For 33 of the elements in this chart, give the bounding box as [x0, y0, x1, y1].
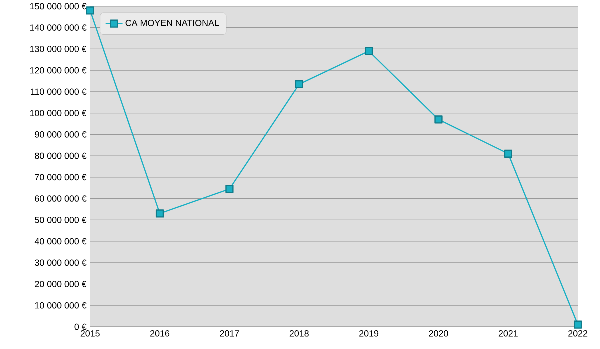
- x-tick-label: 2016: [150, 330, 170, 337]
- y-tick-label: 40 000 000 €: [34, 238, 87, 245]
- y-tick-label: 90 000 000 €: [35, 132, 87, 138]
- y-tick-label: 10 000 000 €: [35, 302, 87, 309]
- x-tick-label: 2022: [568, 330, 588, 337]
- y-tick-label: 120 000 000 €: [30, 67, 87, 74]
- x-tick-label: 2020: [429, 330, 448, 337]
- point: [574, 320, 582, 329]
- point: [226, 185, 234, 194]
- x-tick-label: 2021: [498, 330, 518, 337]
- point: [295, 80, 304, 89]
- x-tick-label: 2018: [290, 330, 309, 337]
- point: [156, 210, 164, 218]
- y-tick-label: 110 000 000 €: [31, 88, 87, 96]
- x-tick-label: 2015: [80, 330, 100, 337]
- y-tick-label: 0 €: [74, 324, 87, 330]
- legend-label: CA MOYEN NATIONAL: [126, 20, 220, 26]
- x-tick-label: 2017: [220, 330, 240, 337]
- y-tick-label: 100 000 000 €: [30, 110, 87, 117]
- y-tick-label: 20 000 000 €: [35, 281, 87, 288]
- point: [86, 6, 94, 15]
- point: [434, 116, 443, 124]
- y-tick-label: 50 000 000 €: [35, 217, 87, 224]
- y-tick-label: 60 000 000 €: [35, 196, 87, 202]
- y-tick-label: 70 000 000 €: [35, 174, 87, 181]
- y-tick-label: 150 000 000 €: [30, 3, 87, 10]
- y-tick-label: 80 000 000 €: [35, 152, 87, 160]
- point: [365, 47, 374, 56]
- y-tick-label: 30 000 000 €: [35, 260, 87, 266]
- x-tick-label: 2019: [360, 330, 379, 337]
- y-tick-label: 140 000 000 €: [30, 24, 87, 32]
- point: [504, 150, 512, 158]
- y-tick-label: 130 000 000 €: [30, 46, 87, 52]
